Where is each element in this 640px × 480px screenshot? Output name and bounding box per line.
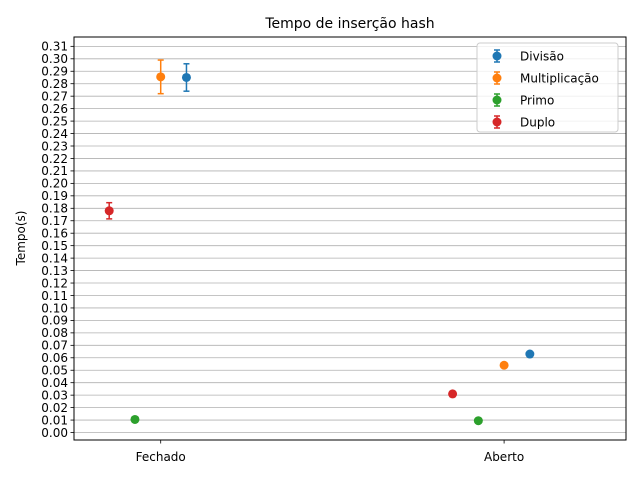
y-tick-label: 0.15: [41, 239, 68, 253]
point-primo: [473, 416, 483, 426]
y-tick-label: 0.23: [41, 139, 68, 153]
y-tick-label: 0.21: [41, 164, 68, 178]
legend-label-primo: Primo: [520, 93, 554, 107]
y-tick-label: 0.27: [41, 89, 68, 103]
y-tick-label: 0.17: [41, 214, 68, 228]
y-tick-label: 0.06: [41, 351, 68, 365]
y-tick-label: 0.16: [41, 227, 68, 241]
y-tick-label: 0.19: [41, 189, 68, 203]
y-axis-label: Tempo(s): [14, 211, 28, 267]
legend-label-divisao: Divisão: [520, 49, 564, 63]
y-tick-label: 0.30: [41, 52, 68, 66]
point-divisao: [525, 349, 535, 359]
point-multiplicacao: [156, 72, 166, 82]
point-divisao: [181, 72, 191, 82]
y-tick-label: 0.10: [41, 301, 68, 315]
y-tick-label: 0.22: [41, 152, 68, 166]
y-tick-label: 0.29: [41, 65, 68, 79]
point-primo: [130, 414, 140, 424]
legend-marker-primo: [492, 95, 502, 105]
y-tick-label: 0.14: [41, 251, 68, 265]
y-tick-label: 0.28: [41, 77, 68, 91]
point-duplo: [104, 206, 114, 216]
legend-box: [476, 42, 619, 133]
y-axis: 0.000.010.020.030.040.050.060.070.080.09…: [41, 40, 74, 440]
chart-title: Tempo de inserção hash: [264, 16, 434, 32]
legend-label-multiplicacao: Multiplicação: [520, 71, 599, 85]
x-axis: Fechado Aberto: [136, 440, 524, 464]
y-tick-label: 0.18: [41, 202, 68, 216]
y-tick-label: 0.07: [41, 339, 68, 353]
y-tick-label: 0.13: [41, 264, 68, 278]
legend-label-duplo: Duplo: [520, 115, 555, 129]
y-tick-label: 0.00: [41, 426, 68, 440]
y-tick-label: 0.12: [41, 276, 68, 290]
point-duplo: [448, 389, 458, 399]
y-tick-label: 0.08: [41, 326, 68, 340]
legend-marker-divisao: [492, 51, 502, 61]
y-tick-label: 0.09: [41, 314, 68, 328]
y-tick-label: 0.01: [41, 413, 68, 427]
y-tick-label: 0.03: [41, 388, 68, 402]
y-tick-label: 0.24: [41, 127, 68, 141]
y-tick-label: 0.05: [41, 364, 68, 378]
y-tick-label: 0.04: [41, 376, 68, 390]
y-tick-label: 0.20: [41, 177, 68, 191]
legend-marker-duplo: [492, 117, 502, 127]
y-tick-label: 0.25: [41, 114, 68, 128]
y-tick-label: 0.31: [41, 40, 68, 54]
legend: Divisão Multiplicação Primo Duplo: [476, 42, 619, 133]
x-tick-label: Aberto: [484, 450, 524, 464]
x-tick-label: Fechado: [136, 450, 186, 464]
y-tick-label: 0.11: [41, 289, 68, 303]
y-tick-label: 0.02: [41, 401, 68, 415]
legend-marker-multiplicacao: [492, 73, 502, 83]
y-tick-label: 0.26: [41, 102, 68, 116]
point-multiplicacao: [499, 360, 509, 370]
data-marks: [104, 59, 535, 426]
plot-frame: [73, 36, 627, 441]
